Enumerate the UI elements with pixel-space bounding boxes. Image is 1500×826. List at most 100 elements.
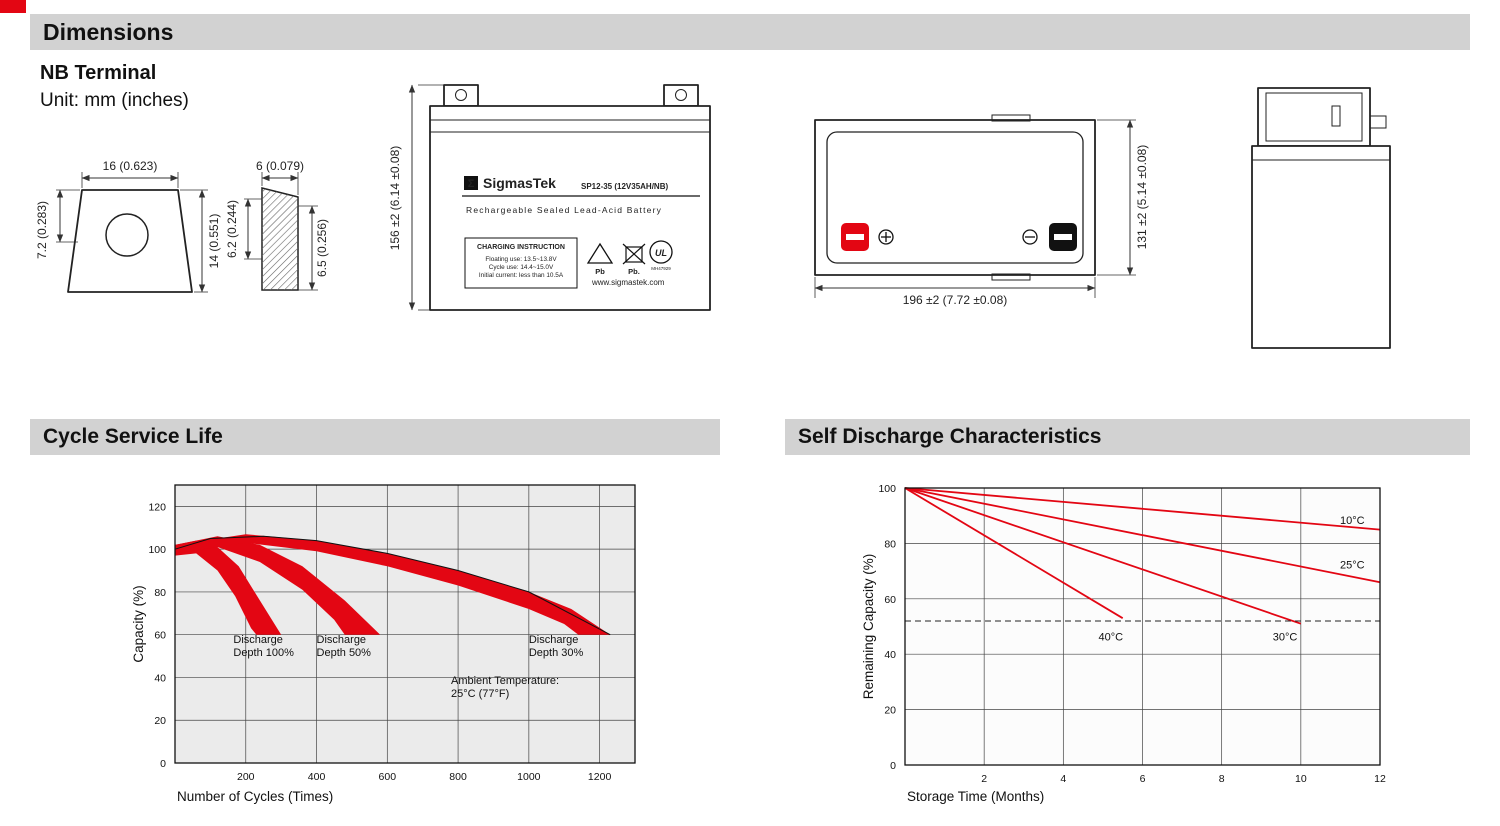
y-tick-label: 100 xyxy=(148,544,166,556)
y-tick-label: 80 xyxy=(884,538,896,550)
battery-side-view xyxy=(1251,87,1391,349)
website-text: www.sigmastek.com xyxy=(591,278,665,287)
x-tick-label: 800 xyxy=(449,771,467,783)
y-tick-label: 60 xyxy=(884,594,896,606)
charging-line-2: Cycle use: 14.4~15.0V xyxy=(489,264,554,271)
x-tick-label: 12 xyxy=(1374,773,1386,785)
battery-lid-inner xyxy=(826,131,1084,264)
terminal-tab-left xyxy=(443,84,479,107)
terminal-tab-left-hole xyxy=(455,89,467,101)
minus-symbol-icon xyxy=(1022,229,1038,245)
plot-border xyxy=(174,484,636,764)
side-nub xyxy=(1369,115,1387,129)
battery-depth-label: 131 ±2 (5.14 ±0.08) xyxy=(1135,145,1149,250)
x-tick-label: 1200 xyxy=(588,771,612,783)
y-tick-label: 80 xyxy=(154,587,166,599)
battery-top-view: 196 ±2 (7.72 ±0.08) 131 ±2 (5.14 ±0.08) xyxy=(814,114,1149,307)
terminal-section-view: 6 (0.079) 6.2 (0.244) 6.5 (0.256) xyxy=(225,159,329,291)
unit-note: Unit: mm (inches) xyxy=(40,90,189,111)
chart-annotation: Depth 50% xyxy=(317,647,372,659)
chart-annotation: Depth 100% xyxy=(233,647,294,659)
y-tick-label: 120 xyxy=(148,501,166,513)
y-tick-label: 100 xyxy=(878,483,896,495)
battery-height-label: 156 ±2 (6.14 ±0.08) xyxy=(388,146,402,251)
chart-annotation: 25°C (77°F) xyxy=(451,688,509,700)
charging-line-3: Initial current: less than 10.5A xyxy=(479,272,564,279)
terminal-front-right-height-label: 14 (0.551) xyxy=(207,214,221,269)
y-tick-label: 60 xyxy=(154,630,166,642)
y-tick-label: 40 xyxy=(154,672,166,684)
y-tick-label: 0 xyxy=(890,760,896,772)
battery-front-view: 156 ±2 (6.14 ±0.08) Σ SigmasTek SP12-35 … xyxy=(388,84,711,311)
terminal-section-width-label: 6 (0.079) xyxy=(256,159,304,173)
discharge-band xyxy=(175,534,611,635)
series-envelope xyxy=(174,535,611,636)
section-header-dimensions: Dimensions xyxy=(30,14,1470,50)
battery-case-side xyxy=(1251,145,1391,349)
x-tick-label: 8 xyxy=(1219,773,1225,785)
terminal-front-width-label: 16 (0.623) xyxy=(103,159,158,173)
charging-instruction-box xyxy=(464,237,578,289)
chart-annotation: 40°C xyxy=(1099,631,1124,643)
chart-annotation: Discharge xyxy=(233,634,283,646)
chart-annotation: Depth 30% xyxy=(529,647,584,659)
red-corner-mark xyxy=(0,0,26,13)
x-axis-label: Number of Cycles (Times) xyxy=(177,789,333,804)
y-tick-label: 0 xyxy=(160,758,166,770)
terminal-tab-right xyxy=(663,84,699,107)
chart-annotation: Discharge xyxy=(317,634,367,646)
x-tick-label: 200 xyxy=(237,771,255,783)
x-tick-label: 4 xyxy=(1060,773,1066,785)
y-tick-label: 20 xyxy=(154,715,166,727)
charging-line-1: Floating use: 13.5~13.8V xyxy=(485,256,557,263)
pb-recycle-label: Pb xyxy=(595,267,605,276)
pb-crossed-bin-icon: Pb. xyxy=(622,243,646,276)
terminal-bolt-hole xyxy=(105,213,149,257)
battery-type-line: Rechargeable Sealed Lead-Acid Battery xyxy=(466,205,662,215)
model-number: SP12-35 (12V35AH/NB) xyxy=(581,182,668,191)
x-tick-label: 2 xyxy=(981,773,987,785)
cycle-service-life-chart: 200 400 600 800 1000 1200 0 20 40 60 80 100 120 Numbe… xyxy=(131,484,636,804)
battery-case-top xyxy=(814,119,1096,276)
battery-width-label: 196 ±2 (7.72 ±0.08) xyxy=(903,293,1008,307)
chart-annotation: 10°C xyxy=(1340,515,1365,527)
series-40C xyxy=(904,487,1124,619)
series-25C xyxy=(904,487,1381,584)
ul-file-code: MH47929 xyxy=(651,266,671,271)
dimension-drawings: 16 (0.623) 7.2 (0.283) 14 (0.551) 6 (0.0… xyxy=(35,84,1391,349)
terminal-section-left-label: 6.2 (0.244) xyxy=(225,200,239,258)
pb-bin-label: Pb. xyxy=(628,267,640,276)
charging-title: CHARGING INSTRUCTION xyxy=(477,244,565,251)
y-tick-label: 20 xyxy=(884,705,896,717)
plus-symbol-icon xyxy=(878,229,894,245)
pb-recycle-icon: Pb xyxy=(586,242,614,276)
y-axis-label: Remaining Capacity (%) xyxy=(861,554,876,700)
sigma-glyph: Σ xyxy=(468,178,475,190)
section-header-cycle-life: Cycle Service Life xyxy=(30,419,720,455)
side-terminal-cap xyxy=(1257,87,1371,147)
self-discharge-chart: 2 4 6 8 10 12 0 20 40 60 80 100 Storage Time (Months… xyxy=(861,483,1386,804)
chart-annotation: 30°C xyxy=(1273,631,1298,643)
ul-mark-icon: UL MH47929 xyxy=(649,240,673,271)
x-tick-label: 600 xyxy=(379,771,397,783)
x-tick-label: 10 xyxy=(1295,773,1307,785)
y-axis-label: Capacity (%) xyxy=(131,585,146,662)
terminal-tab-right-hole xyxy=(675,89,687,101)
x-tick-label: 400 xyxy=(308,771,326,783)
chart-annotation: 25°C xyxy=(1340,559,1365,571)
terminal-section-right-label: 6.5 (0.256) xyxy=(315,219,329,277)
terminal-type-title: NB Terminal xyxy=(40,62,157,84)
y-tick-label: 40 xyxy=(884,649,896,661)
terminal-front-view: 16 (0.623) 7.2 (0.283) 14 (0.551) xyxy=(35,159,221,293)
sigma-logo-icon xyxy=(464,176,478,190)
battery-case-front xyxy=(429,105,711,311)
series-30C xyxy=(904,487,1302,625)
discharge-band xyxy=(175,536,381,635)
discharge-band xyxy=(175,540,282,635)
terminal-front-left-height-label: 7.2 (0.283) xyxy=(35,201,49,259)
x-tick-label: 6 xyxy=(1140,773,1146,785)
x-tick-label: 1000 xyxy=(517,771,541,783)
series-10C xyxy=(904,487,1381,531)
brand-name: SigmasTek xyxy=(483,175,556,191)
